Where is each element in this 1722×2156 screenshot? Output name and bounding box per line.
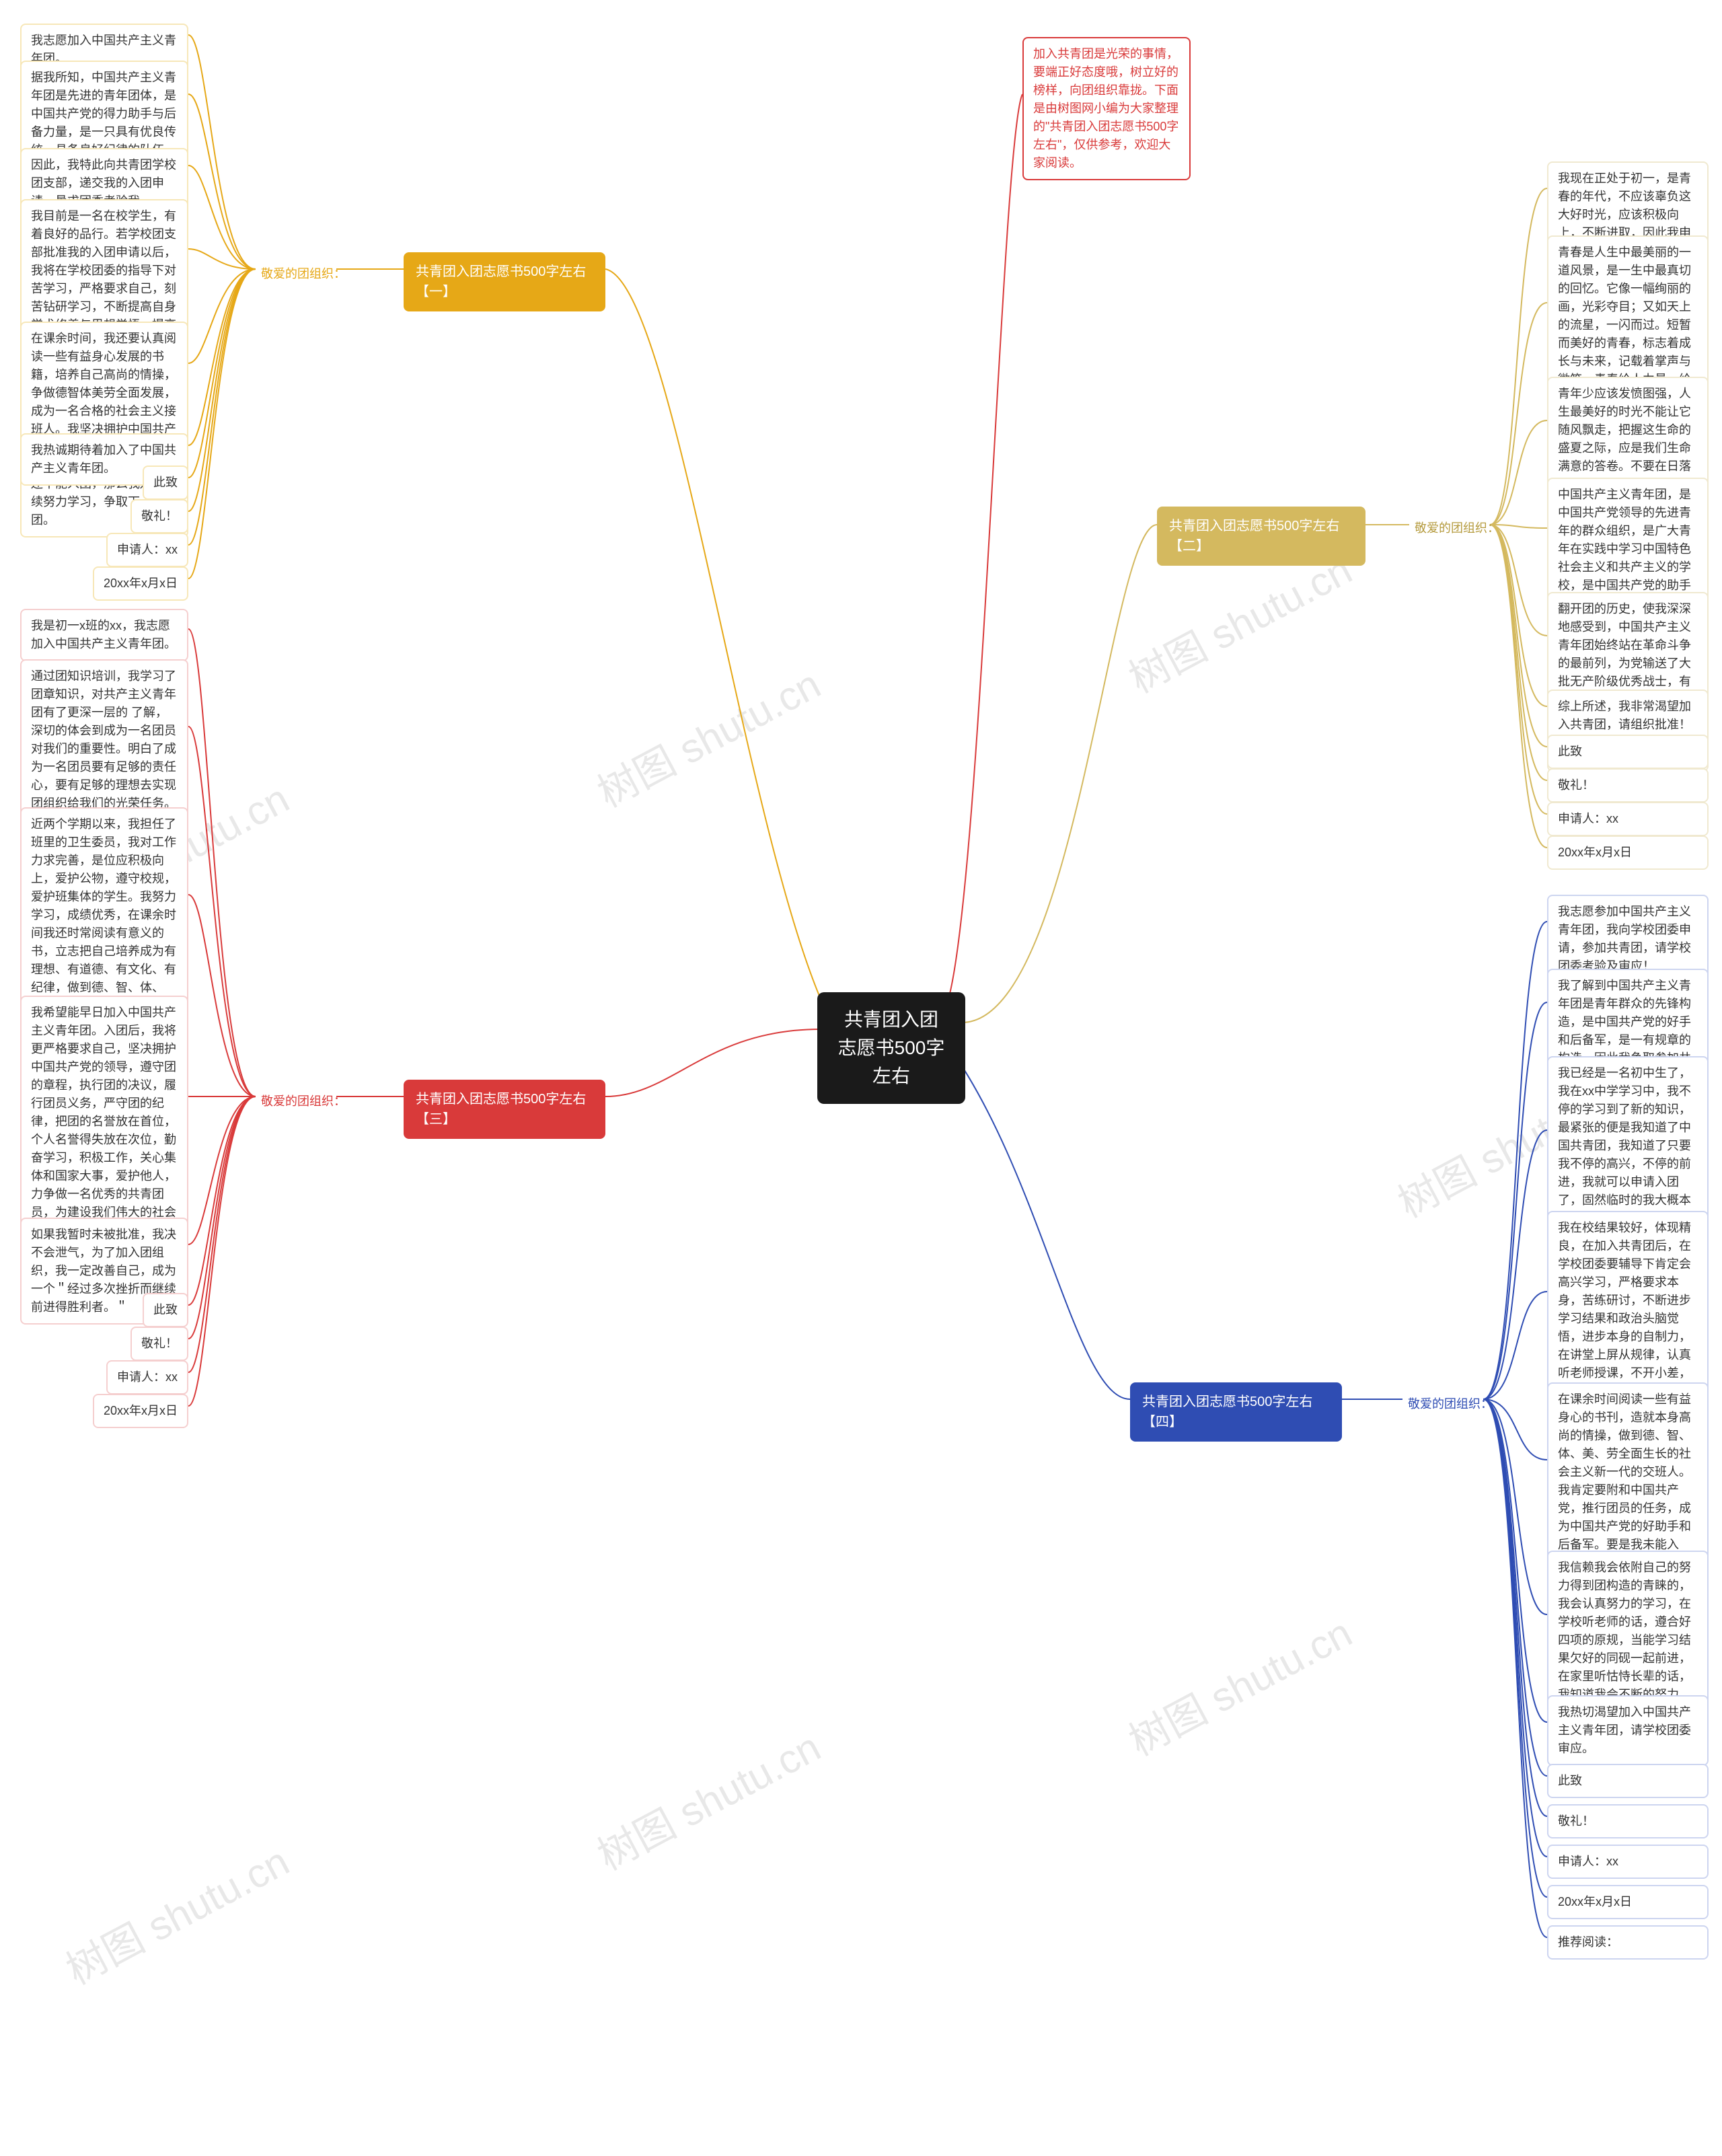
s4-leaf-10: 20xx年x月x日 xyxy=(1547,1885,1709,1919)
section-4-label: 敬爱的团组织： xyxy=(1402,1391,1498,1417)
watermark: 树图 shutu.cn xyxy=(586,1715,829,1882)
s1-leaf-7: 敬礼！ xyxy=(130,499,188,533)
section-2-label: 敬爱的团组织： xyxy=(1409,515,1505,542)
s2-leaf-7: 敬礼！ xyxy=(1547,768,1709,803)
s1-leaf-9: 20xx年x月x日 xyxy=(93,566,188,601)
s1-leaf-6: 此致 xyxy=(143,466,188,500)
s3-leaf-8: 20xx年x月x日 xyxy=(93,1394,188,1428)
s3-leaf-7: 申请人：xx xyxy=(106,1360,188,1395)
s2-leaf-8: 申请人：xx xyxy=(1547,802,1709,836)
section-1-title: 共青团入团志愿书500字左右【一】 xyxy=(404,252,605,311)
section-2-title: 共青团入团志愿书500字左右【二】 xyxy=(1157,507,1365,566)
section-1-label: 敬爱的团组织： xyxy=(256,261,351,287)
watermark: 树图 shutu.cn xyxy=(54,1830,298,1996)
s4-leaf-6: 我热切渴望加入中国共产主义青年团，请学校团委审应。 xyxy=(1547,1695,1709,1766)
s3-leaf-0: 我是初一x班的xx，我志愿加入中国共产主义青年团。 xyxy=(20,609,188,661)
s4-leaf-7: 此致 xyxy=(1547,1764,1709,1798)
s1-leaf-8: 申请人：xx xyxy=(106,533,188,567)
s2-leaf-9: 20xx年x月x日 xyxy=(1547,835,1709,870)
root-node: 共青团入团志愿书500字左右 xyxy=(817,992,965,1104)
s3-leaf-3: 我希望能早日加入中国共产主义青年团。入团后，我将更严格要求自己，坚决拥护中国共产… xyxy=(20,996,188,1248)
s4-leaf-9: 申请人：xx xyxy=(1547,1845,1709,1879)
s3-leaf-5: 此致 xyxy=(143,1293,188,1327)
s2-leaf-6: 此致 xyxy=(1547,735,1709,769)
watermark: 树图 shutu.cn xyxy=(1117,1601,1361,1767)
section-3-label: 敬爱的团组织： xyxy=(256,1088,351,1115)
s4-leaf-11: 推荐阅读： xyxy=(1547,1925,1709,1960)
section-3-title: 共青团入团志愿书500字左右【三】 xyxy=(404,1080,605,1139)
s4-leaf-8: 敬礼！ xyxy=(1547,1804,1709,1838)
intro-node: 加入共青团是光荣的事情，要端正好态度哦，树立好的榜样，向团组织靠拢。下面是由树图… xyxy=(1022,37,1191,180)
watermark: 树图 shutu.cn xyxy=(586,653,829,819)
s3-leaf-6: 敬礼！ xyxy=(130,1327,188,1361)
section-4-title: 共青团入团志愿书500字左右【四】 xyxy=(1130,1382,1342,1442)
